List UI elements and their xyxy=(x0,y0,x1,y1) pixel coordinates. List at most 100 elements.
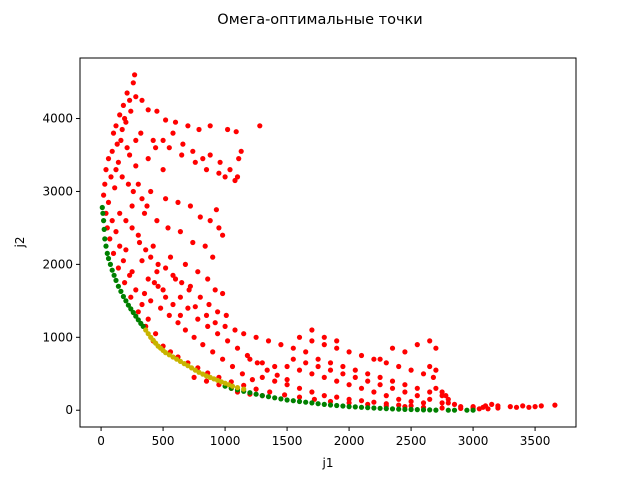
data-point xyxy=(197,294,203,300)
data-point xyxy=(241,386,247,392)
data-point xyxy=(113,123,119,129)
data-point xyxy=(103,243,109,249)
data-point xyxy=(309,327,315,333)
data-point xyxy=(365,378,371,384)
data-point xyxy=(190,148,196,154)
data-point xyxy=(377,405,383,411)
data-point xyxy=(128,294,134,300)
data-point xyxy=(101,226,107,232)
data-point xyxy=(212,320,218,326)
data-point xyxy=(139,97,145,103)
data-point xyxy=(163,294,169,300)
x-tick-label: 2500 xyxy=(396,434,427,448)
data-point xyxy=(123,218,129,224)
data-point xyxy=(402,389,408,395)
data-point xyxy=(172,119,179,125)
data-point xyxy=(182,327,188,333)
data-point xyxy=(192,159,198,165)
data-point xyxy=(234,385,241,391)
data-point xyxy=(141,210,148,216)
data-point xyxy=(165,225,171,231)
data-point xyxy=(272,378,278,384)
data-point xyxy=(327,367,334,373)
data-point xyxy=(123,119,129,125)
data-point xyxy=(480,404,486,410)
data-point xyxy=(389,378,396,384)
data-point xyxy=(206,301,212,308)
chart-title: Омега-оптимальные точки xyxy=(217,12,422,28)
data-point xyxy=(229,363,236,370)
data-point xyxy=(396,396,402,402)
data-point xyxy=(172,276,179,282)
data-point xyxy=(133,163,139,169)
data-point xyxy=(396,402,402,408)
data-point xyxy=(145,107,151,113)
data-point xyxy=(133,287,139,293)
data-point xyxy=(247,356,253,362)
data-point xyxy=(433,345,439,351)
data-point xyxy=(207,152,213,158)
data-point xyxy=(259,360,265,366)
data-point xyxy=(439,393,445,399)
data-point xyxy=(135,181,141,187)
data-point xyxy=(151,280,157,286)
data-point xyxy=(107,261,113,267)
data-point xyxy=(154,269,160,275)
data-point xyxy=(113,229,119,235)
data-point xyxy=(234,174,241,180)
data-point xyxy=(489,401,495,407)
y-tick-label: 4000 xyxy=(42,112,73,126)
data-point xyxy=(389,406,396,412)
data-point xyxy=(215,309,221,315)
data-point xyxy=(396,406,402,412)
data-point xyxy=(105,199,112,205)
data-point xyxy=(202,243,208,249)
data-point xyxy=(408,406,414,413)
data-point xyxy=(334,402,340,409)
data-point xyxy=(296,394,303,400)
data-point xyxy=(182,261,188,267)
y-tick-label: 1000 xyxy=(42,330,73,344)
data-point xyxy=(352,374,358,380)
data-point xyxy=(371,389,377,395)
y-tick-label: 0 xyxy=(65,403,73,417)
data-point xyxy=(220,232,226,238)
data-point xyxy=(115,283,121,289)
data-point xyxy=(175,320,181,326)
data-point xyxy=(110,130,117,136)
data-point xyxy=(107,236,113,242)
data-point xyxy=(538,403,544,409)
data-point xyxy=(346,396,352,402)
data-point xyxy=(177,229,183,235)
x-tick-label: 1000 xyxy=(210,434,241,448)
data-point xyxy=(439,400,445,406)
data-point xyxy=(427,407,433,413)
data-point xyxy=(141,290,148,297)
data-point xyxy=(222,174,228,180)
data-point xyxy=(507,404,513,410)
data-point xyxy=(139,301,145,308)
data-point xyxy=(127,97,133,103)
data-point xyxy=(358,398,365,404)
x-axis: 0 500 1000 1500 2000 2500 3000 3500 xyxy=(97,427,550,448)
data-point xyxy=(155,261,161,267)
data-point xyxy=(167,254,174,260)
data-point xyxy=(124,90,130,96)
data-point xyxy=(408,398,414,405)
data-point xyxy=(309,338,315,344)
data-point xyxy=(210,349,216,355)
data-point xyxy=(365,371,371,377)
data-point xyxy=(113,277,119,283)
data-point xyxy=(427,338,433,344)
data-point xyxy=(377,374,383,380)
data-point xyxy=(155,283,161,289)
data-point xyxy=(451,407,458,413)
data-point xyxy=(303,399,309,405)
data-point xyxy=(229,383,236,389)
data-point xyxy=(365,405,371,411)
data-point xyxy=(427,389,433,395)
data-point xyxy=(153,145,159,151)
data-point xyxy=(513,404,520,410)
data-point xyxy=(383,393,389,399)
